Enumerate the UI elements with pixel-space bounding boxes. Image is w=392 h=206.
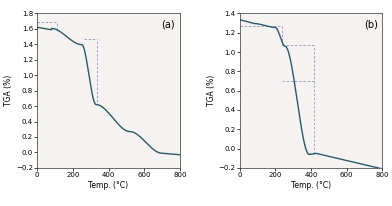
X-axis label: Temp. (°C): Temp. (°C) [89,181,129,190]
Text: (a): (a) [161,20,175,30]
Y-axis label: TGA (%): TGA (%) [207,75,216,106]
X-axis label: Temp. (°C): Temp. (°C) [291,181,331,190]
Text: (b): (b) [364,20,377,30]
Y-axis label: TGA (%): TGA (%) [4,75,13,106]
